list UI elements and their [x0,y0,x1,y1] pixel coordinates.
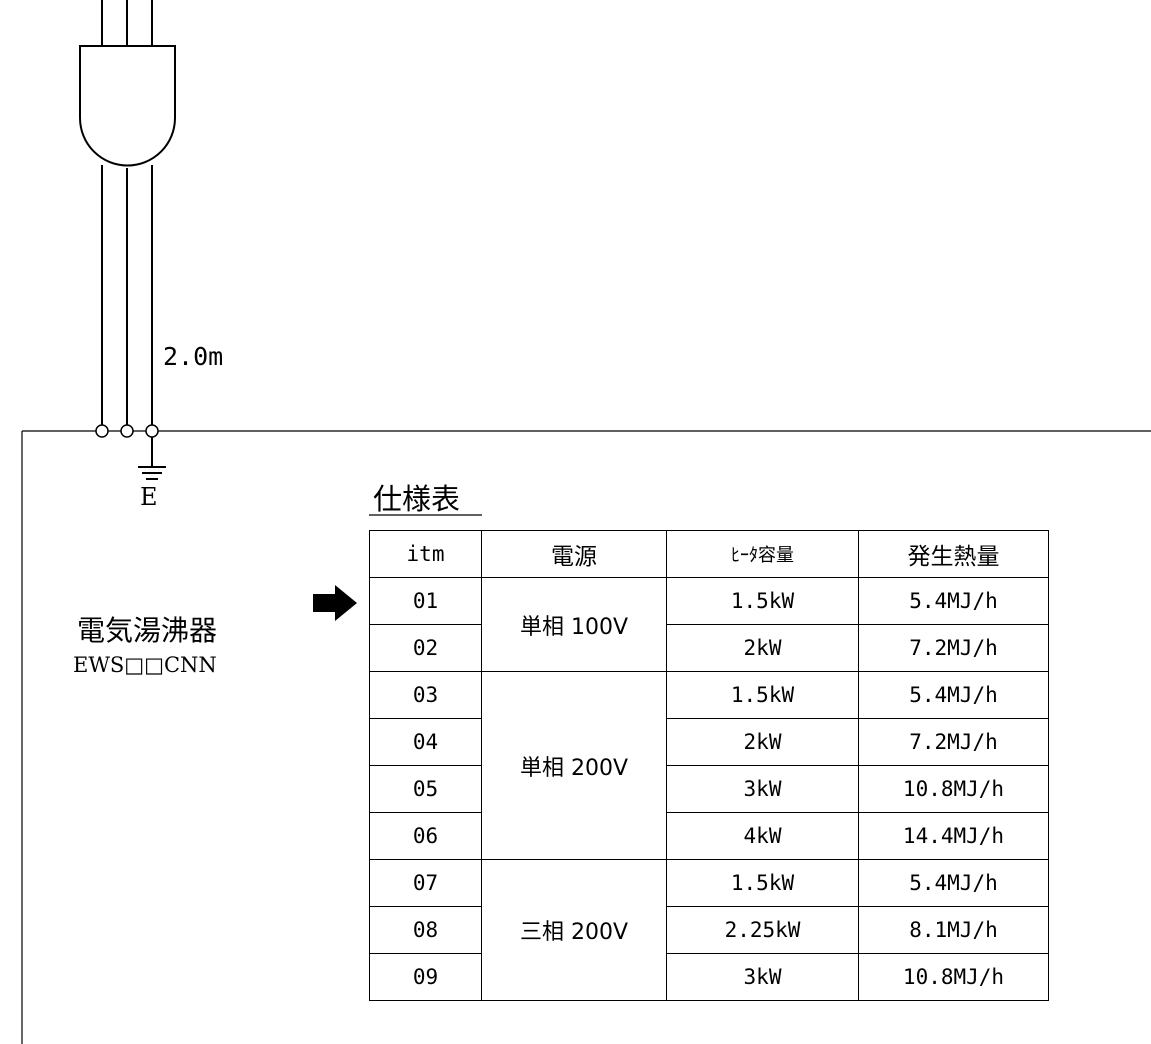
terminal-circles [95,424,159,438]
arrow-right-icon [313,585,357,621]
cell-heat: 7.2MJ/h [858,624,1049,672]
spec-table: itm 電源 ﾋｰﾀ容量 発生熱量 01 単相 100V 1.5kW 5.4MJ… [369,530,1049,1001]
cell-heater: 1.5kW [666,577,859,625]
header-heater: ﾋｰﾀ容量 [666,530,859,578]
cell-itm: 04 [369,718,482,766]
cell-itm: 02 [369,624,482,672]
cell-heater: 2.25kW [666,906,859,954]
cell-heat: 10.8MJ/h [858,765,1049,813]
header-itm: itm [369,530,482,578]
cell-itm: 09 [369,953,482,1001]
cell-heater: 2kW [666,624,859,672]
cell-itm: 01 [369,577,482,625]
unit-outline [21,430,1151,1044]
spec-table-title: 仕様表 [373,482,461,516]
cell-power-group: 単相 200V [481,671,667,860]
cell-heat: 14.4MJ/h [858,812,1049,860]
cell-heater: 2kW [666,718,859,766]
cell-power-group: 三相 200V [481,859,667,1001]
table-row: 09 3kW 10.8MJ/h [369,953,1049,1001]
model-code: EWS□□CNN [73,653,217,677]
header-heat: 発生熱量 [858,530,1049,578]
cell-heater: 3kW [666,953,859,1001]
table-header-row: itm 電源 ﾋｰﾀ容量 発生熱量 [369,530,1049,578]
table-row: 07 三相 200V 1.5kW 5.4MJ/h [369,859,1049,1001]
cell-heater: 1.5kW [666,859,859,907]
cell-itm: 03 [369,671,482,719]
header-power: 電源 [481,530,667,578]
earth-label: E [140,483,158,511]
cell-itm: 05 [369,765,482,813]
power-cord [101,165,153,425]
product-name: 電気湯沸器 [77,614,218,647]
table-row: 01 単相 100V 1.5kW 5.4MJ/h [369,577,1049,672]
table-row: 05 3kW 10.8MJ/h [369,765,1049,813]
cell-heat: 10.8MJ/h [858,953,1049,1001]
cell-itm: 06 [369,812,482,860]
cell-heat: 5.4MJ/h [858,671,1049,719]
cell-itm: 07 [369,859,482,907]
table-row: 03 単相 200V 1.5kW 5.4MJ/h [369,671,1049,860]
cell-power-group: 単相 100V [481,577,667,672]
ground-icon [138,437,166,480]
cell-heater: 1.5kW [666,671,859,719]
cell-heater: 3kW [666,765,859,813]
table-row: 02 2kW 7.2MJ/h [369,624,1049,672]
cell-itm: 08 [369,906,482,954]
cell-heat: 8.1MJ/h [858,906,1049,954]
table-row: 08 2.25kW 8.1MJ/h [369,906,1049,954]
cell-heat: 5.4MJ/h [858,577,1049,625]
cell-heater: 4kW [666,812,859,860]
plug-icon [79,0,176,167]
table-row: 04 2kW 7.2MJ/h [369,718,1049,766]
table-row: 06 4kW 14.4MJ/h [369,812,1049,860]
cord-length-label: 2.0m [163,342,224,371]
cell-heat: 5.4MJ/h [858,859,1049,907]
cell-heat: 7.2MJ/h [858,718,1049,766]
